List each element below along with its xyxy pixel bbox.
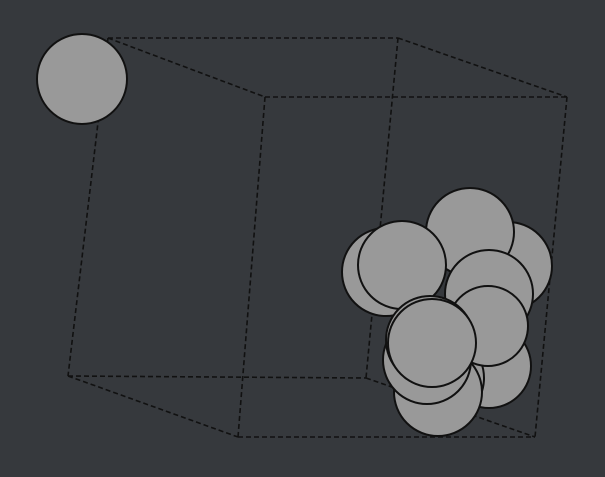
sphere-cluster-front-layer [382,249,534,437]
isolated-sphere-group [36,33,128,125]
isolated-sphere [36,33,128,125]
cube-edge-top-right [397,37,568,98]
cube-edge-bottom-back [67,375,367,379]
cube-edge-top-left [107,37,266,98]
cube-edge-bottom-left [67,375,239,438]
cube-edge-vertical-back-right [365,37,399,379]
cube-edge-vertical-front-left [237,96,266,438]
cluster-sphere-12 [387,298,477,388]
